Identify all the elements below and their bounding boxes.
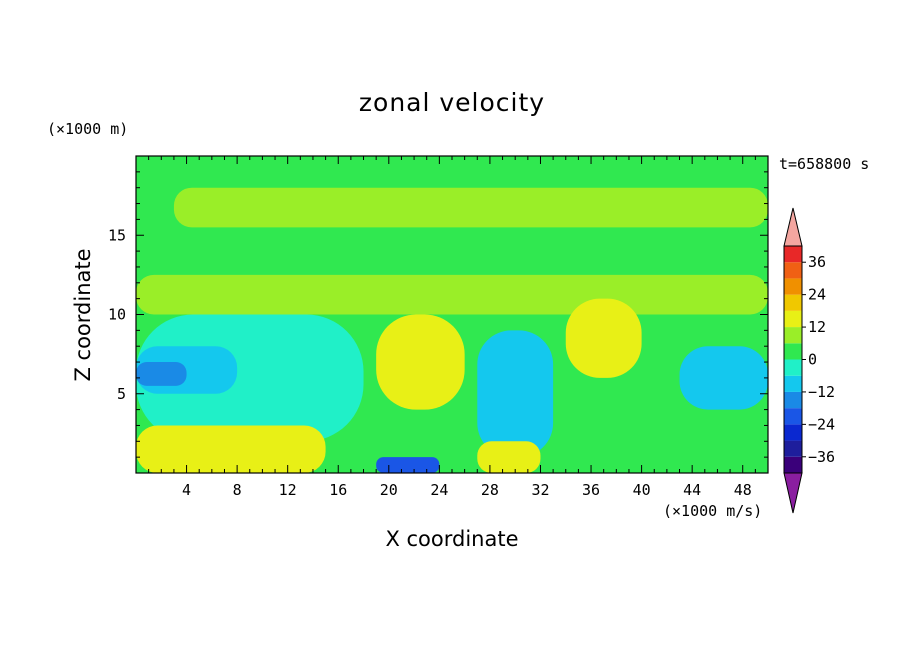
contour-fields — [136, 156, 768, 473]
colorbar-segment — [784, 246, 802, 263]
colorbar-segment — [784, 294, 802, 311]
x-tick-label: 4 — [182, 481, 191, 499]
contour-region — [565, 298, 642, 378]
colorbar-tick-label: −12 — [808, 383, 835, 401]
colorbar-segment — [784, 359, 802, 376]
colorbar-under-arrow — [783, 472, 803, 514]
chart-title: zonal velocity — [358, 88, 546, 117]
colorbar-segment — [784, 327, 802, 344]
x-tick-label: 16 — [329, 481, 347, 499]
colorbar-segment — [784, 278, 802, 295]
colorbar-tick-label: 24 — [808, 286, 826, 304]
y-tick-label: 10 — [108, 306, 126, 324]
x-tick-label: 24 — [430, 481, 448, 499]
contour-region — [477, 330, 554, 458]
contour-region — [136, 425, 326, 473]
colorbar-tick-label: −24 — [808, 415, 835, 433]
y-tick-label: 5 — [117, 385, 126, 403]
colorbar-segment — [784, 310, 802, 328]
contour-region — [477, 441, 541, 473]
colorbar-segment — [784, 424, 802, 441]
time-label: t=658800 s — [779, 155, 870, 173]
x-tick-label: 44 — [683, 481, 701, 499]
x-axis-unit: (×1000 m/s) — [663, 502, 763, 520]
y-tick-label: 15 — [108, 226, 126, 244]
colorbar-segment — [784, 343, 802, 360]
colorbar-segment — [784, 408, 802, 425]
x-tick-label: 20 — [380, 481, 398, 499]
colorbar-segment — [784, 440, 802, 457]
colorbar-segment — [784, 456, 802, 473]
x-tick-label: 40 — [633, 481, 651, 499]
colorbar-segment — [784, 391, 802, 409]
contour-region — [376, 314, 465, 410]
x-tick-label: 28 — [481, 481, 499, 499]
contour-region — [173, 187, 768, 228]
y-axis-unit: (×1000 m) — [47, 120, 129, 138]
colorbar-over-arrow — [783, 207, 803, 247]
colorbar-tick-label: −36 — [808, 448, 835, 466]
colorbar-tick-label: 0 — [808, 351, 817, 369]
colorbar-segment — [784, 262, 802, 279]
contour-region — [376, 457, 440, 473]
contour-region — [136, 362, 187, 386]
contour-region — [136, 274, 768, 315]
x-tick-label: 48 — [734, 481, 752, 499]
x-tick-label: 8 — [233, 481, 242, 499]
contour-region — [679, 346, 768, 410]
x-tick-label: 32 — [531, 481, 549, 499]
x-tick-label: 12 — [279, 481, 297, 499]
colorbar-segment — [784, 375, 802, 392]
colorbar-tick-label: 36 — [808, 253, 826, 271]
colorbar-tick-label: 12 — [808, 318, 826, 336]
x-axis-label: X coordinate — [385, 527, 519, 551]
x-tick-label: 36 — [582, 481, 600, 499]
colorbar: 36 24 12 0 −12 −24 −36 — [783, 207, 835, 514]
